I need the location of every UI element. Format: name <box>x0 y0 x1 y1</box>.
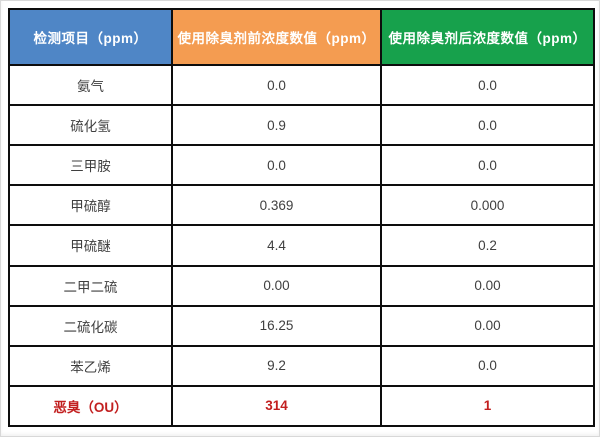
row-value-after: 0.0 <box>380 104 595 147</box>
table-row: 恶臭（OU） 314 1 <box>8 384 595 428</box>
row-label: 恶臭（OU） <box>8 384 173 428</box>
row-value-before: 4.4 <box>171 224 382 267</box>
row-label: 二甲二硫 <box>8 264 173 307</box>
row-value-before: 314 <box>171 384 382 428</box>
table-row: 氨气 0.0 0.0 <box>8 63 595 107</box>
row-value-after: 0.2 <box>380 224 595 267</box>
row-label: 二硫化碳 <box>8 304 173 347</box>
row-value-before: 0.369 <box>171 184 382 227</box>
table-row: 苯乙烯 9.2 0.0 <box>8 344 595 387</box>
row-value-after: 0.0 <box>380 144 595 187</box>
row-value-after: 0.0 <box>380 63 595 107</box>
row-value-after: 0.000 <box>380 184 595 227</box>
table-row: 甲硫醚 4.4 0.2 <box>8 224 595 267</box>
row-value-before: 16.25 <box>171 304 382 347</box>
row-value-before: 0.0 <box>171 144 382 187</box>
header-before-concentration: 使用除臭剂前浓度数值（ppm） <box>171 8 382 66</box>
table-body: 氨气 0.0 0.0 硫化氢 0.9 0.0 三甲胺 0.0 0.0 甲硫醇 0.369 0.000 甲… <box>8 63 595 428</box>
row-label: 氨气 <box>8 63 173 107</box>
row-value-after: 0.00 <box>380 264 595 307</box>
table-row: 三甲胺 0.0 0.0 <box>8 144 595 187</box>
table-row: 二硫化碳 16.25 0.00 <box>8 304 595 347</box>
row-label: 甲硫醚 <box>8 224 173 267</box>
table-row: 二甲二硫 0.00 0.00 <box>8 264 595 307</box>
row-value-before: 9.2 <box>171 344 382 387</box>
header-detection-item: 检测项目（ppm） <box>8 8 173 66</box>
row-value-after: 0.00 <box>380 304 595 347</box>
header-after-concentration: 使用除臭剂后浓度数值（ppm） <box>380 8 595 66</box>
table-header-row: 检测项目（ppm） 使用除臭剂前浓度数值（ppm） 使用除臭剂后浓度数值（ppm… <box>8 8 595 66</box>
row-label: 三甲胺 <box>8 144 173 187</box>
row-value-after: 1 <box>380 384 595 428</box>
table-row: 甲硫醇 0.369 0.000 <box>8 184 595 227</box>
table-row: 硫化氢 0.9 0.0 <box>8 104 595 147</box>
row-label: 苯乙烯 <box>8 344 173 387</box>
concentration-table: 检测项目（ppm） 使用除臭剂前浓度数值（ppm） 使用除臭剂后浓度数值（ppm… <box>8 8 595 428</box>
table-header: 检测项目（ppm） 使用除臭剂前浓度数值（ppm） 使用除臭剂后浓度数值（ppm… <box>8 8 595 66</box>
row-value-before: 0.9 <box>171 104 382 147</box>
row-value-after: 0.0 <box>380 344 595 387</box>
row-label: 硫化氢 <box>8 104 173 147</box>
row-label: 甲硫醇 <box>8 184 173 227</box>
row-value-before: 0.00 <box>171 264 382 307</box>
row-value-before: 0.0 <box>171 63 382 107</box>
